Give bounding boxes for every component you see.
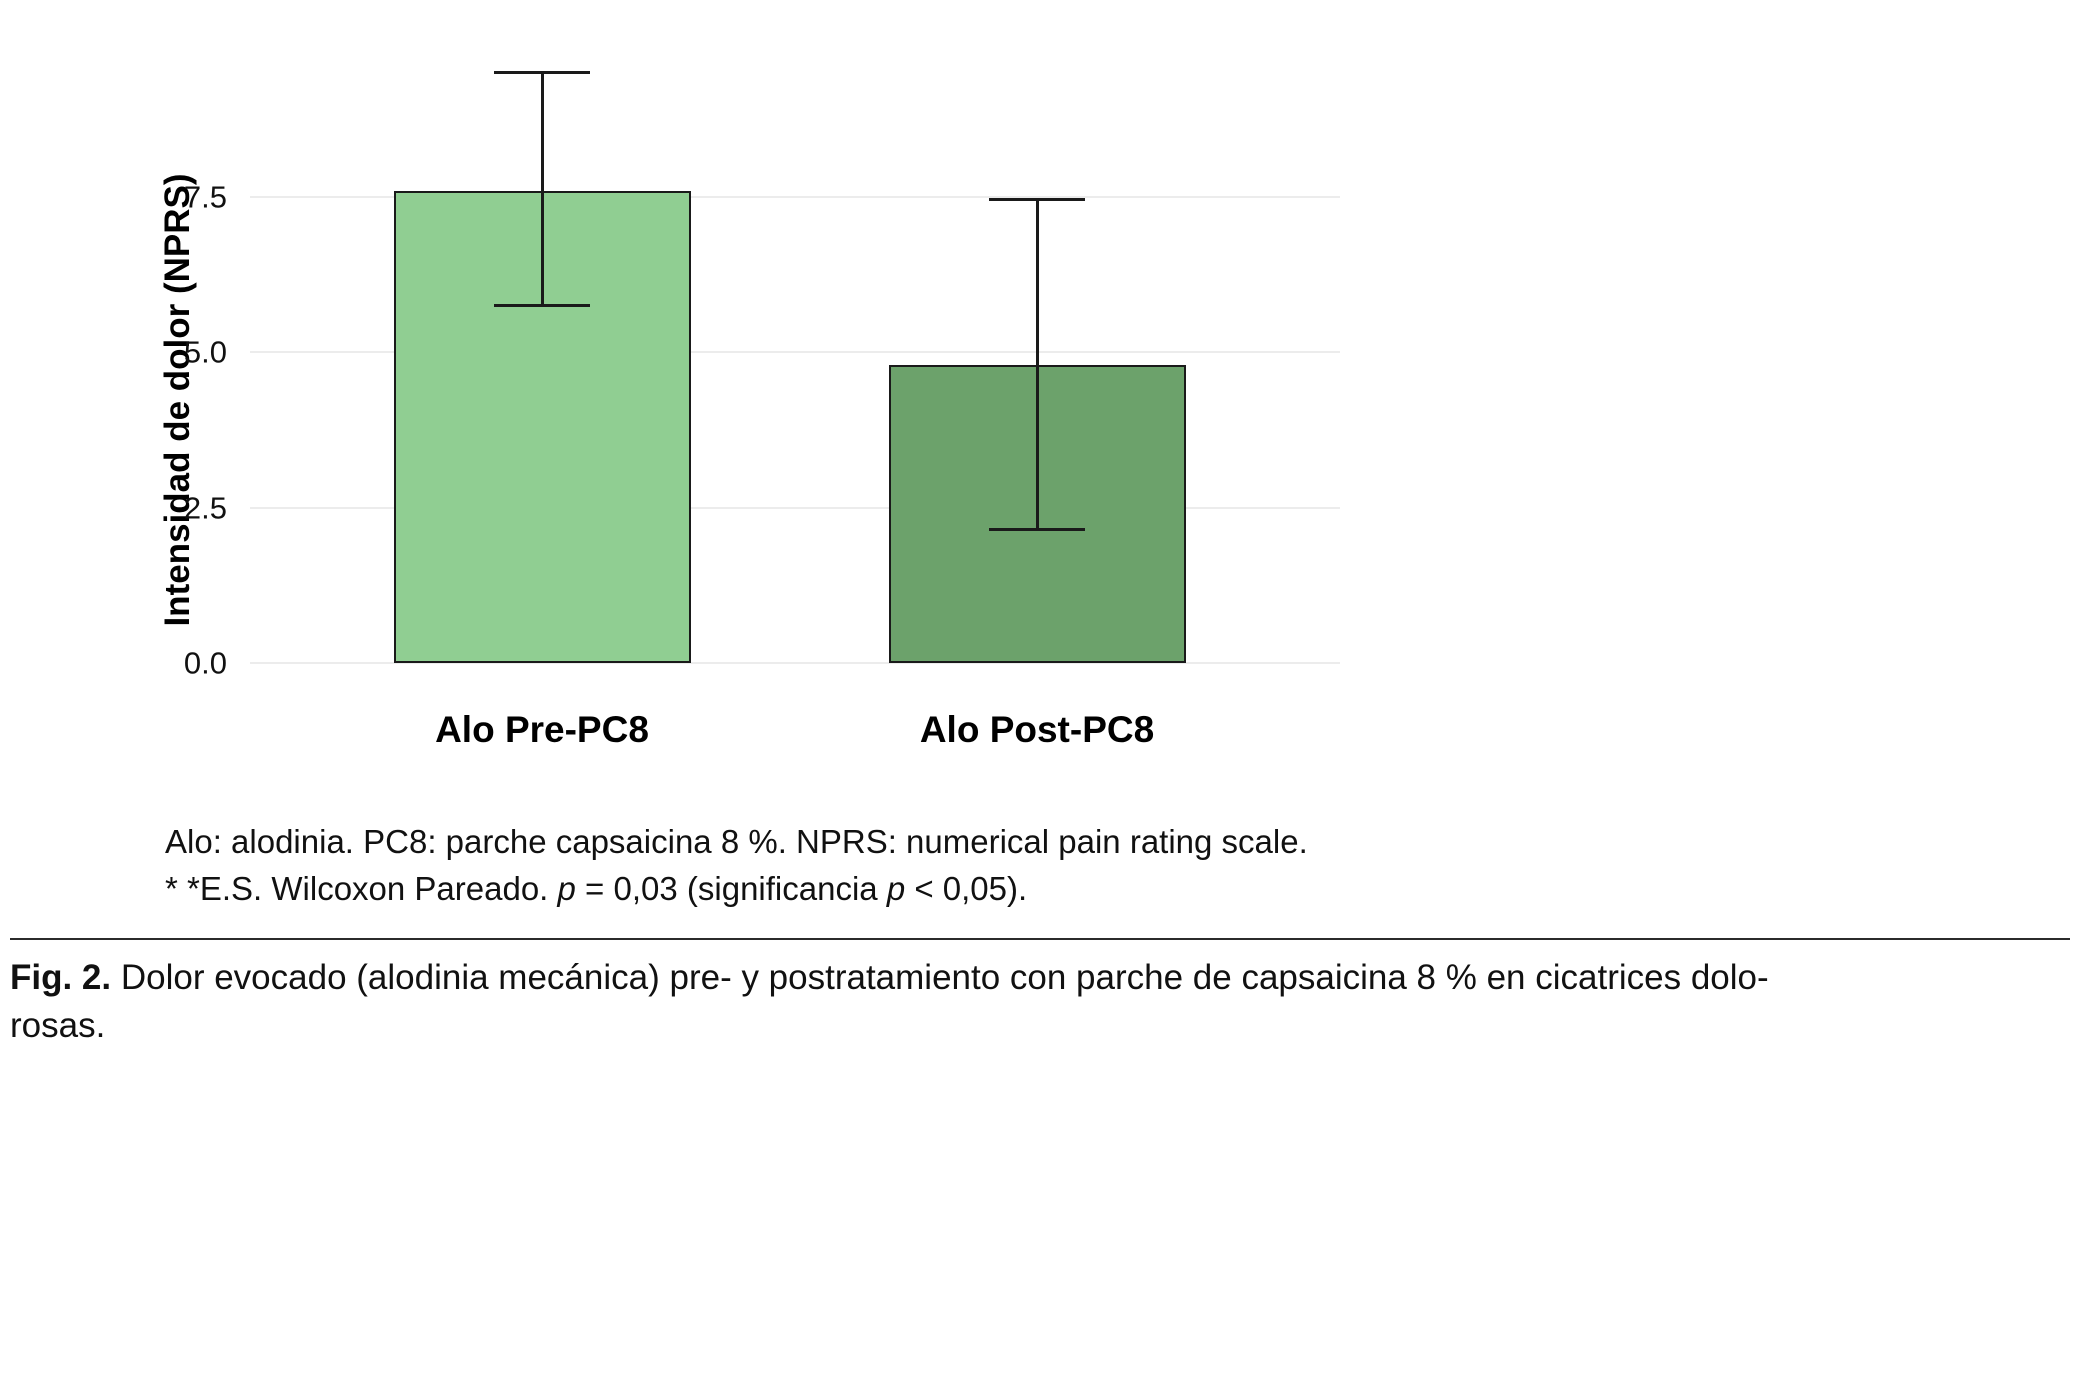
error-bar-cap-top [989, 198, 1085, 202]
plot-area: 0.0 2.5 5.0 7.5 Alo Pre-PC8 Alo Post-PC8 [184, 60, 1340, 750]
y-tick-label: 2.5 [183, 490, 227, 526]
footnote-italic-p: p [886, 870, 906, 907]
footnote-text-segment: < 0,05). [905, 870, 1028, 907]
gridline [250, 351, 1340, 354]
figure-caption: Fig. 2. Dolor evocado (alodinia mecánica… [10, 938, 2070, 1050]
gridline [250, 662, 1340, 664]
y-tick-label: 5.0 [183, 334, 227, 370]
y-axis-title: Intensidad de dolor (NPRS) [158, 173, 197, 627]
footnote-line-1: Alo: alodinia. PC8: parche capsaicina 8 … [165, 823, 1308, 860]
y-tick-label: 7.5 [183, 179, 227, 215]
error-bar-line [540, 72, 544, 306]
x-category-label: Alo Post-PC8 [919, 709, 1155, 750]
error-bar-cap-top [494, 70, 590, 74]
footnote-line-2: * *E.S. Wilcoxon Pareado. p = 0,03 (sign… [165, 865, 1308, 912]
error-bar-line [1035, 199, 1039, 530]
figure-label: Fig. 2. [10, 958, 112, 997]
gridline [250, 195, 1340, 198]
caption-text-line2: rosas. [10, 1006, 106, 1045]
error-bar-cap-bottom [989, 527, 1085, 531]
footnote: Alo: alodinia. PC8: parche capsaicina 8 … [165, 818, 1308, 912]
caption-text-line1: Dolor evocado (alodinia mecánica) pre- y… [120, 958, 1769, 997]
y-tick-label: 0.0 [183, 645, 227, 681]
x-category-label: Alo Pre-PC8 [435, 709, 649, 750]
footnote-italic-p: p [557, 870, 576, 907]
footnote-text-segment: = 0,03 (significancia [575, 870, 887, 907]
footnote-text-segment: * *E.S. Wilcoxon Pareado. [165, 870, 558, 907]
gridline [250, 506, 1340, 509]
error-bar-cap-bottom [494, 304, 590, 308]
